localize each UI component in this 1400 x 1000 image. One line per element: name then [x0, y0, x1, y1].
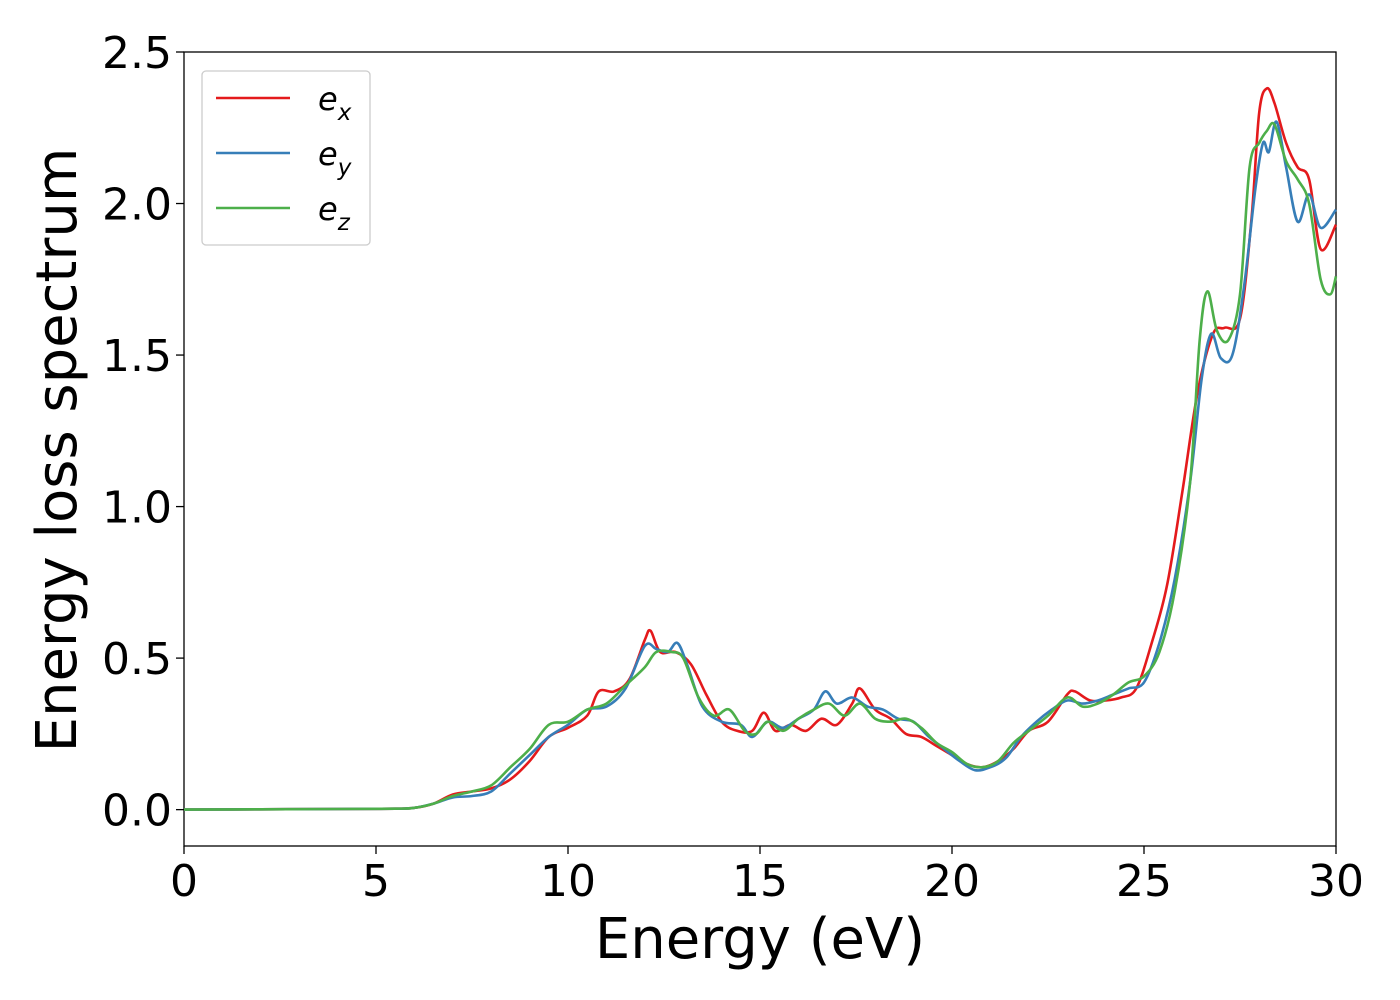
y-tick-label: 2.5	[102, 28, 172, 79]
x-axis-label: Energy (eV)	[595, 907, 925, 972]
x-tick-label: 25	[1116, 856, 1172, 907]
x-tick-label: 0	[170, 856, 198, 907]
y-tick-label: 0.0	[102, 786, 172, 837]
x-tick-label: 5	[362, 856, 390, 907]
legend-label-z: ez	[318, 190, 351, 236]
y-tick-label: 2.0	[102, 180, 172, 231]
y-axis-label: Energy loss spectrum	[25, 148, 90, 753]
y-ticks: 0.0 0.5 1.0 1.5 2.0 2.5	[102, 28, 184, 837]
legend-label-y: ey	[318, 135, 352, 181]
x-tick-label: 20	[924, 856, 980, 907]
x-tick-label: 15	[732, 856, 788, 907]
series-layer	[183, 86, 1338, 811]
legend-label-x: ex	[318, 80, 352, 126]
y-tick-label: 1.5	[102, 331, 172, 382]
y-tick-label: 0.5	[102, 634, 172, 685]
legend-items: ex ey ez	[216, 80, 352, 236]
x-tick-label: 30	[1308, 856, 1364, 907]
legend: ex ey ez	[201, 70, 371, 246]
series-line-z	[183, 121, 1338, 811]
y-tick-label: 1.0	[102, 483, 172, 534]
x-ticks: 0 5 10 15 20 25 30	[170, 846, 1364, 907]
legend-frame	[201, 70, 371, 246]
x-tick-label: 10	[540, 856, 596, 907]
